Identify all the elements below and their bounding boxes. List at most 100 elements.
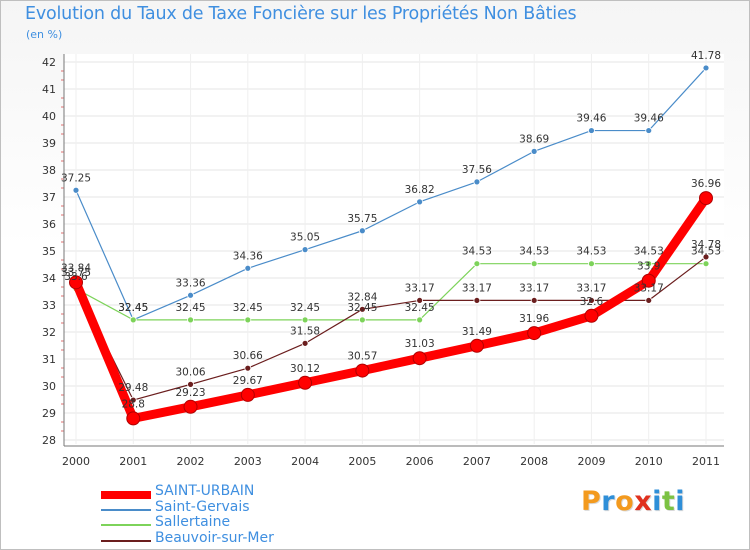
- data-label-beauvoir-sur-mer: 33.17: [634, 282, 664, 294]
- logo-letter: P: [581, 486, 602, 517]
- proxiti-logo: Proxiti: [581, 486, 685, 517]
- logo-letter: t: [661, 486, 676, 517]
- data-label-saint-urbain: 29.23: [176, 387, 206, 399]
- data-point-beauvoir-sur-mer: [645, 297, 653, 304]
- data-labels: 37.25 32.45 33.36 34.36 35.05 35.75 36.82 37.56…: [61, 50, 721, 410]
- data-point-sallertaine: [301, 316, 309, 324]
- data-label-sallertaine: 34.53: [519, 246, 549, 258]
- data-point-sallertaine: [530, 260, 538, 268]
- data-label-beauvoir-sur-mer: 30.06: [176, 366, 206, 378]
- y-tick-label: 36: [42, 218, 56, 231]
- y-tick-label: 35: [42, 245, 56, 258]
- y-tick-label: 29: [42, 407, 56, 420]
- y-tick-label: 39: [42, 137, 56, 150]
- y-axis-unit-label: (en %): [26, 28, 63, 41]
- data-point-beauvoir-sur-mer: [358, 305, 366, 313]
- data-point-saint-gervais: [530, 147, 538, 155]
- logo-letter: i: [675, 486, 686, 517]
- data-point-beauvoir-sur-mer: [530, 297, 538, 304]
- grid-lines: [64, 54, 724, 444]
- data-point-beauvoir-sur-mer: [416, 297, 424, 304]
- data-point-saint-gervais: [473, 178, 481, 186]
- x-tick-label: 2011: [692, 455, 720, 468]
- legend-label: SAINT-URBAIN: [155, 483, 255, 499]
- legend-item-beauvoir-sur-mer: Beauvoir-sur-Mer: [101, 529, 321, 548]
- x-tick-label: 2009: [577, 455, 605, 468]
- legend-swatch: [101, 491, 151, 499]
- data-point-saint-gervais: [187, 291, 194, 299]
- data-label-sallertaine: 32.45: [347, 302, 377, 314]
- y-tick-label: 41: [42, 83, 56, 96]
- legend-label: Saint-Gervais: [155, 498, 250, 515]
- data-point-saint-urbain: [298, 375, 313, 390]
- logo-letter: i: [652, 486, 662, 517]
- x-tick-label: 2002: [177, 455, 205, 468]
- logo-letter: r: [601, 486, 616, 517]
- data-label-saint-gervais: 39.46: [634, 113, 664, 125]
- data-label-saint-urbain: 33.9: [637, 261, 660, 273]
- data-label-saint-urbain: 31.96: [519, 313, 549, 325]
- data-label-saint-gervais: 41.78: [691, 50, 721, 62]
- x-tick-label: 2007: [463, 455, 491, 468]
- data-label-beauvoir-sur-mer: 33.75: [61, 267, 91, 279]
- data-label-saint-gervais: 34.36: [233, 250, 263, 262]
- legend-item-saint-gervais: Saint-Gervais: [101, 498, 321, 517]
- series-line-beauvoir-sur-mer: [75, 256, 707, 401]
- data-label-beauvoir-sur-mer: 30.66: [233, 350, 263, 362]
- y-tick-label: 37: [42, 191, 56, 204]
- data-point-saint-urbain: [641, 273, 656, 288]
- axes: 28 29 30 31 32 33 34 35 36 37 38 39 40 41 42 2000 2001 20…: [42, 54, 724, 468]
- data-point-sallertaine: [129, 316, 137, 324]
- data-label-sallertaine: 34.53: [576, 246, 606, 258]
- data-label-beauvoir-sur-mer: 33.17: [462, 282, 492, 294]
- data-point-sallertaine: [187, 316, 194, 324]
- data-point-beauvoir-sur-mer: [473, 297, 481, 304]
- data-label-saint-urbain: 33.84: [61, 262, 91, 274]
- data-label-sallertaine: 34.53: [634, 246, 664, 258]
- data-label-sallertaine: 34.53: [462, 246, 492, 258]
- data-point-sallertaine: [588, 260, 595, 268]
- data-label-saint-gervais: 38.69: [519, 133, 549, 145]
- legend-swatch: [101, 539, 151, 542]
- data-label-beauvoir-sur-mer: 34.78: [691, 239, 721, 251]
- data-label-saint-urbain: 29.67: [233, 375, 263, 387]
- x-tick-label: 2004: [291, 455, 319, 468]
- legend-label: Beauvoir-sur-Mer: [155, 529, 274, 546]
- data-point-beauvoir-sur-mer: [301, 339, 309, 347]
- data-point-saint-gervais: [72, 186, 80, 194]
- data-label-saint-gervais: 37.25: [61, 172, 91, 184]
- data-point-saint-urbain: [240, 387, 255, 402]
- y-tick-label: 38: [42, 164, 56, 177]
- data-point-saint-gervais: [416, 198, 424, 206]
- logo-letter: o: [615, 486, 635, 517]
- data-point-saint-urbain: [584, 308, 599, 323]
- y-tick-label: 34: [42, 272, 56, 285]
- data-label-saint-urbain: 36.96: [691, 178, 721, 190]
- x-tick-label: 2008: [520, 455, 548, 468]
- data-label-sallertaine: 32.45: [290, 302, 320, 314]
- legend-swatch: [101, 524, 151, 526]
- x-tick-label: 2001: [119, 455, 147, 468]
- data-point-saint-urbain: [699, 191, 713, 206]
- series-line-saint-gervais: [75, 67, 707, 321]
- data-point-beauvoir-sur-mer: [702, 253, 710, 261]
- data-point-beauvoir-sur-mer: [244, 364, 252, 372]
- series-line-saint-urbain: [71, 193, 711, 423]
- legend-swatch: [101, 508, 151, 511]
- data-label-beauvoir-sur-mer: 33.17: [576, 282, 606, 294]
- data-label-saint-gervais: 36.82: [405, 184, 435, 196]
- y-tick-label: 32: [42, 326, 56, 339]
- x-tick-label: 2006: [406, 455, 434, 468]
- data-point-saint-gervais: [301, 246, 309, 254]
- data-label-saint-urbain: 28.8: [122, 398, 145, 410]
- legend-label: Sallertaine: [155, 514, 231, 530]
- data-label-saint-urbain: 30.12: [290, 363, 320, 375]
- legend-item-saint-urbain: SAINT-URBAIN: [101, 483, 321, 501]
- series-line-sallertaine: [75, 263, 707, 321]
- data-point-sallertaine: [244, 316, 252, 324]
- legend-item-sallertaine: Sallertaine: [101, 514, 321, 532]
- y-tick-label: 30: [42, 380, 56, 393]
- data-point-saint-gervais: [702, 64, 710, 72]
- data-point-sallertaine: [358, 316, 366, 324]
- y-tick-label: 28: [42, 434, 56, 447]
